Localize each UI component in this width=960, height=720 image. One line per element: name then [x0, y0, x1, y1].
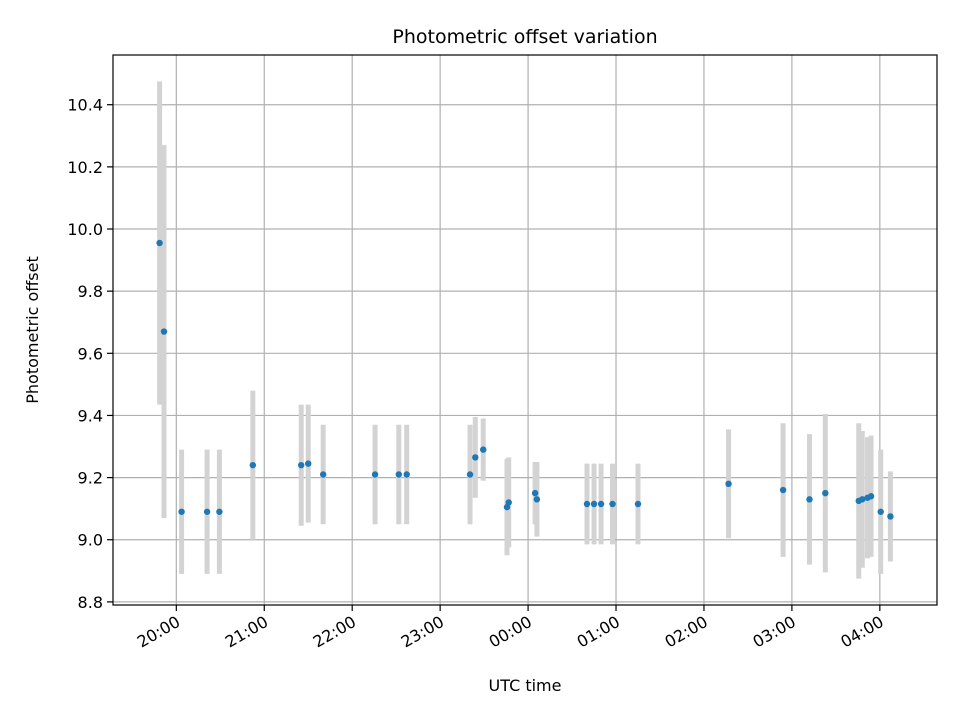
- data-point: [533, 496, 541, 503]
- data-point: [472, 454, 479, 461]
- y-tick-label: 10.0: [67, 220, 103, 239]
- x-tick-label: 20:00: [134, 612, 183, 652]
- data-point: [297, 461, 305, 469]
- data-point: [531, 489, 539, 497]
- data-point: [887, 513, 894, 520]
- y-tick-label: 9.8: [78, 282, 103, 301]
- data-point: [403, 471, 410, 478]
- grid: [113, 55, 937, 605]
- y-axis-title: Photometric offset: [23, 256, 42, 404]
- y-tick-label: 9.2: [78, 469, 103, 488]
- data-point: [867, 493, 875, 500]
- data-points: [156, 239, 894, 520]
- data-point: [583, 500, 591, 508]
- x-tick-label: 23:00: [398, 612, 447, 652]
- data-point: [178, 508, 185, 515]
- data-point: [806, 496, 813, 503]
- data-point: [597, 500, 605, 508]
- data-point: [859, 496, 866, 503]
- y-axis: 8.8 9.0 9.2 9.4 9.6 9.8 10.0 10.2 10.4: [67, 96, 113, 612]
- data-point: [634, 500, 642, 508]
- data-point: [877, 508, 884, 515]
- data-point: [480, 446, 487, 453]
- data-point: [249, 461, 257, 469]
- data-point: [609, 500, 616, 508]
- data-point: [305, 460, 312, 467]
- data-point: [505, 499, 512, 506]
- data-point: [395, 471, 403, 478]
- y-tick-label: 9.0: [78, 531, 103, 550]
- data-point: [779, 486, 787, 494]
- y-tick-label: 9.6: [78, 344, 103, 363]
- x-axis: 20:00 21:00 22:00 23:00 00:00 01:00 02:00 03:00…: [134, 605, 887, 652]
- data-point: [156, 239, 163, 247]
- error-bars: [157, 81, 893, 579]
- y-tick-label: 10.4: [67, 96, 103, 115]
- data-point: [160, 328, 168, 335]
- data-point: [216, 508, 223, 515]
- data-point: [822, 489, 829, 497]
- data-point: [319, 471, 327, 478]
- data-point: [590, 500, 598, 508]
- data-point: [466, 471, 474, 478]
- x-tick-label: 04:00: [837, 612, 886, 652]
- data-point: [203, 508, 211, 515]
- x-tick-label: 21:00: [222, 612, 271, 652]
- x-tick-label: 02:00: [662, 612, 711, 652]
- y-tick-label: 8.8: [78, 593, 103, 612]
- x-tick-label: 00:00: [486, 612, 535, 652]
- y-tick-label: 10.2: [67, 158, 103, 177]
- plot-frame: [112, 54, 938, 606]
- x-tick-label: 22:00: [310, 612, 359, 652]
- data-point: [725, 480, 732, 488]
- x-tick-label: 01:00: [574, 612, 623, 652]
- data-point: [371, 471, 379, 478]
- x-axis-title: UTC time: [489, 676, 562, 695]
- x-tick-label: 03:00: [749, 612, 798, 652]
- chart-title: Photometric offset variation: [392, 26, 657, 48]
- y-tick-label: 9.4: [78, 406, 103, 425]
